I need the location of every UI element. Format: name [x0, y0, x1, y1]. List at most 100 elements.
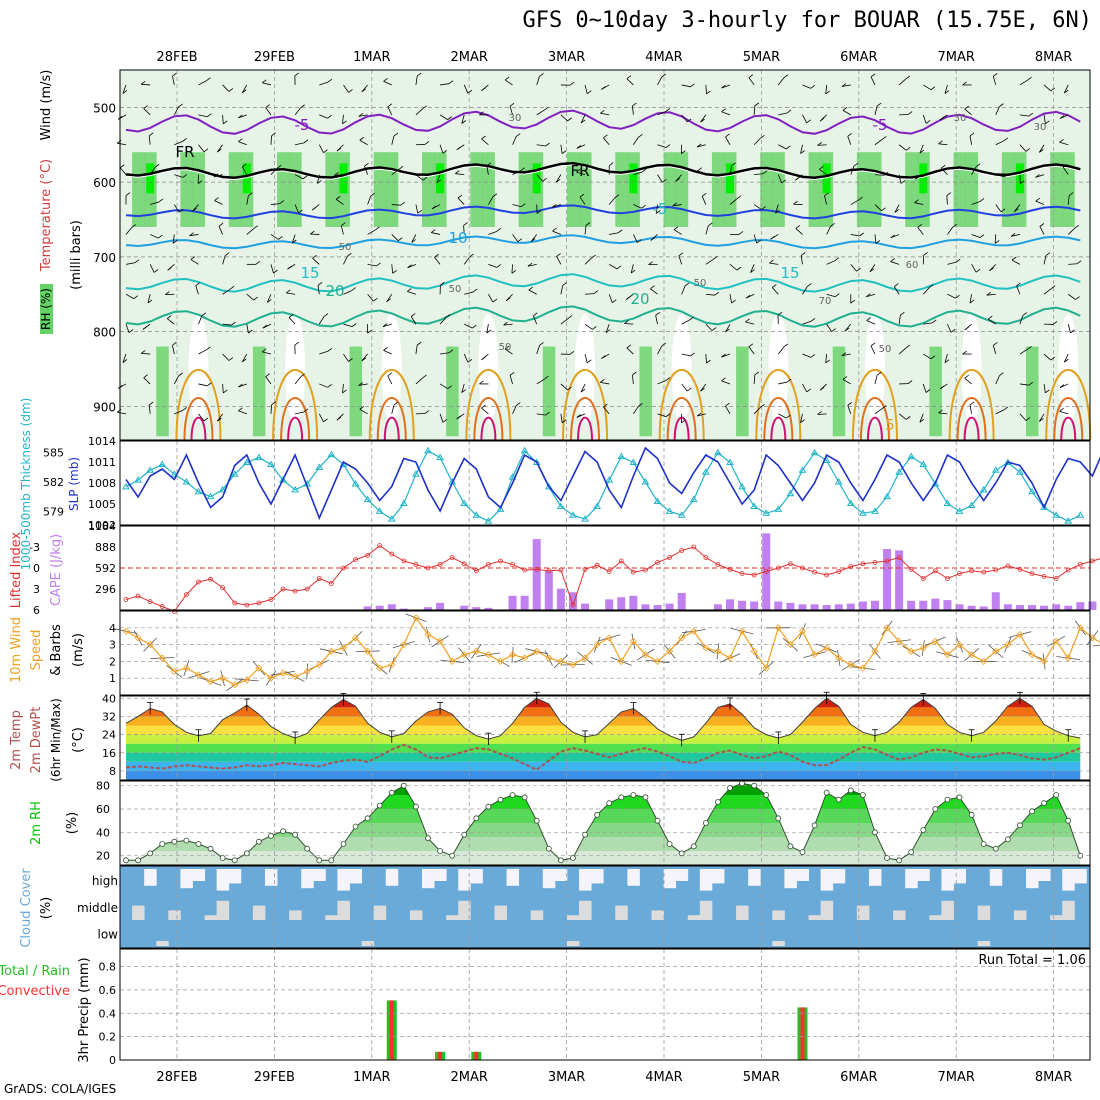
wind-barb	[705, 84, 707, 94]
lifted-index-point	[498, 558, 503, 564]
wind-barb-flag	[238, 138, 243, 142]
wind-barb	[1043, 383, 1046, 393]
wind10m-point	[448, 657, 456, 665]
thickness-point	[170, 470, 179, 477]
wind10m-point	[1028, 651, 1036, 659]
wind-barb-flag	[348, 89, 353, 93]
wind-barb-flag	[993, 72, 998, 77]
wind-barb	[584, 257, 592, 265]
wind-barb	[874, 375, 878, 385]
wind-barb-flag	[358, 382, 363, 386]
thickness-point	[484, 517, 493, 524]
rh-color-band	[126, 809, 1081, 823]
wind10m-point	[315, 661, 323, 669]
thickness-point	[810, 448, 819, 456]
wind-barb	[579, 196, 586, 205]
wind-barb-flag	[675, 178, 680, 182]
cloud-middle-cell	[409, 910, 423, 920]
wind-barb	[721, 84, 731, 89]
rh2m-point	[328, 857, 335, 864]
cloud-high-cell	[675, 869, 689, 881]
wind-barb-flag	[637, 239, 642, 243]
cloud-low-cell	[156, 941, 169, 946]
wind-barb-flag	[373, 297, 378, 302]
wind-barb	[1067, 195, 1070, 205]
cloud-high-cell	[663, 869, 677, 889]
wind-barb	[391, 169, 400, 175]
wind-barb-flag	[650, 237, 656, 241]
wind-barb-flag	[223, 389, 228, 394]
temp-contour-25	[368, 368, 415, 441]
lifted-index-point	[159, 604, 165, 609]
wind-barb-flag	[656, 210, 661, 214]
wind-barb	[701, 196, 707, 205]
lifted-index-point	[945, 576, 950, 581]
wind-tick: 1	[109, 672, 116, 685]
wind-barb-flag	[907, 111, 913, 115]
wind-barb-flag	[166, 315, 172, 319]
wind-barb-flag	[810, 318, 816, 322]
wind-barb-flag	[721, 84, 726, 89]
wind-barb	[632, 105, 634, 115]
wind-barb-flag	[842, 107, 848, 111]
panel-frame-cc	[119, 865, 1091, 949]
cloud-high-cell	[180, 869, 193, 889]
wind-barb	[222, 114, 224, 124]
thickness-point	[629, 458, 638, 465]
wind-barb	[769, 262, 779, 265]
wind-barb-flag	[370, 192, 375, 197]
contour-label: 10	[448, 229, 467, 247]
wind-barb-flag	[786, 378, 792, 383]
cloud-high-cell	[216, 869, 230, 891]
cloud-high-cell	[434, 869, 447, 881]
rh2m-point	[956, 794, 963, 801]
lifted-index-point	[860, 561, 866, 567]
wind-barb-flag	[600, 109, 605, 114]
wind-barb	[753, 234, 758, 244]
wind-barb-flag	[601, 355, 606, 359]
wind-barb-flag	[975, 163, 981, 168]
lifted-index-point	[341, 565, 346, 571]
rh2m-point	[630, 792, 637, 798]
wind-barb-flag	[383, 347, 388, 351]
temp-contour-30	[763, 396, 794, 441]
contour-label: 30	[1034, 122, 1047, 133]
wind-barb	[265, 376, 272, 385]
wind-barb	[1019, 144, 1027, 152]
wind-barb	[697, 170, 707, 176]
wind-barb	[922, 287, 930, 295]
wind-barb	[213, 174, 223, 178]
wind10m-point	[170, 667, 178, 676]
cloud-high-cell	[458, 869, 471, 891]
wind-barb-flag	[1052, 321, 1058, 325]
wind-barb	[415, 204, 419, 214]
lifted-index-point	[703, 555, 709, 560]
thickness-point	[436, 453, 444, 461]
wind-barb-flag	[756, 239, 761, 244]
wind-barb-flag	[576, 168, 581, 173]
wind-barb	[700, 114, 707, 123]
wind-barb	[464, 291, 474, 295]
wind-barb	[874, 174, 884, 176]
wind-barb-flag	[786, 109, 792, 114]
wind-barb	[364, 166, 368, 175]
wind-barb	[149, 234, 159, 239]
wind-barb	[672, 204, 682, 207]
thickness-point	[581, 515, 589, 522]
wind-barb-flag	[745, 318, 750, 323]
wind-barb	[947, 226, 954, 235]
wind-barb-flag	[536, 210, 542, 214]
wind-barb	[125, 293, 134, 300]
wind-barb-flag	[1003, 137, 1009, 142]
wind-barb	[850, 166, 855, 175]
cape-bar	[484, 607, 493, 610]
wind-barb	[387, 106, 393, 116]
temp-contour-5	[125, 204, 1081, 220]
wind10m-point	[786, 641, 794, 649]
wind-barb	[898, 144, 907, 151]
wind-barb-flag	[964, 374, 969, 379]
wind-barb-flag	[700, 118, 705, 123]
wind-barb-flag	[364, 162, 369, 167]
wind-barb-flag	[777, 311, 783, 316]
date-label-bottom: 2MAR	[450, 1070, 487, 1085]
